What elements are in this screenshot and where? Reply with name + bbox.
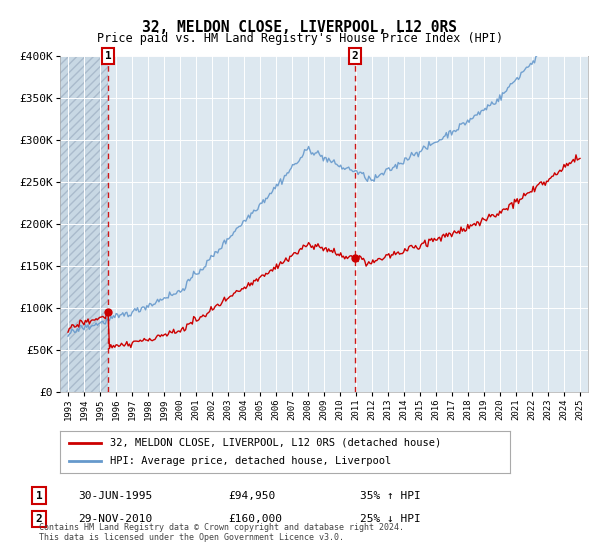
Text: 1: 1: [104, 51, 112, 61]
Text: 2: 2: [35, 514, 43, 524]
Text: 2: 2: [352, 51, 358, 61]
Text: 1: 1: [35, 491, 43, 501]
Text: 30-JUN-1995: 30-JUN-1995: [78, 491, 152, 501]
Text: 32, MELDON CLOSE, LIVERPOOL, L12 0RS: 32, MELDON CLOSE, LIVERPOOL, L12 0RS: [143, 20, 458, 35]
Text: £160,000: £160,000: [228, 514, 282, 524]
Text: 35% ↑ HPI: 35% ↑ HPI: [360, 491, 421, 501]
Text: 25% ↓ HPI: 25% ↓ HPI: [360, 514, 421, 524]
Bar: [60, 56, 108, 392]
Text: Price paid vs. HM Land Registry's House Price Index (HPI): Price paid vs. HM Land Registry's House …: [97, 32, 503, 45]
Text: Contains HM Land Registry data © Crown copyright and database right 2024.
This d: Contains HM Land Registry data © Crown c…: [39, 522, 404, 542]
Text: 29-NOV-2010: 29-NOV-2010: [78, 514, 152, 524]
Text: HPI: Average price, detached house, Liverpool: HPI: Average price, detached house, Live…: [110, 456, 391, 466]
Text: £94,950: £94,950: [228, 491, 275, 501]
Text: 32, MELDON CLOSE, LIVERPOOL, L12 0RS (detached house): 32, MELDON CLOSE, LIVERPOOL, L12 0RS (de…: [110, 438, 441, 448]
